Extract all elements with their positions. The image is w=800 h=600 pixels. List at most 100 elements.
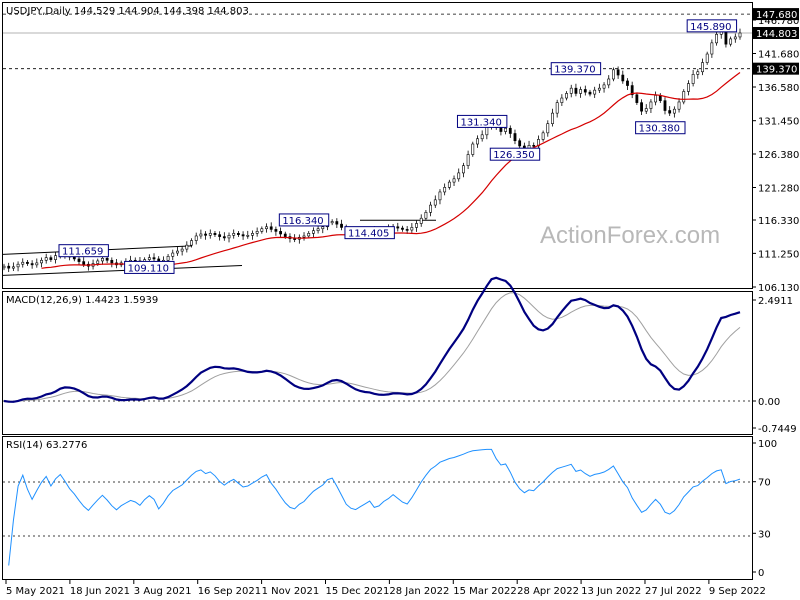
time-tick-label: 9 Sep 2022 xyxy=(709,586,766,597)
candle-body xyxy=(452,178,456,183)
candle-body xyxy=(330,221,334,224)
annotation-label: 145.890 xyxy=(690,22,731,33)
candle-body xyxy=(44,257,48,261)
annotation-box xyxy=(278,213,330,227)
candle-body xyxy=(410,227,414,231)
candle-body xyxy=(307,233,311,237)
candle-body xyxy=(532,145,536,147)
horizontal-levels xyxy=(3,13,752,70)
price-tick-label: 146.780 xyxy=(758,16,799,27)
candle-body xyxy=(274,229,278,232)
candle-body xyxy=(35,262,39,266)
candle-body xyxy=(190,240,193,246)
price-tag-label: 147.680 xyxy=(756,10,797,21)
candle-body xyxy=(658,95,662,101)
candle-body xyxy=(518,140,522,147)
candle-body xyxy=(405,229,409,231)
candle-body xyxy=(644,108,648,112)
candle-body xyxy=(701,62,704,73)
candle-body xyxy=(340,223,343,228)
price-tick-label: 116.330 xyxy=(758,216,799,227)
candle-body xyxy=(593,89,597,95)
candle-body xyxy=(419,217,423,224)
price-pane xyxy=(2,2,753,289)
candle-body xyxy=(101,257,104,262)
time-tick-label: 28 Apr 2022 xyxy=(517,586,579,597)
candle-body xyxy=(541,132,545,140)
time-tick-label: 13 Jun 2022 xyxy=(581,586,641,597)
candle-body xyxy=(30,263,34,266)
candle-body xyxy=(696,71,700,75)
price-tick-label: 126.380 xyxy=(758,150,799,161)
candle-body xyxy=(607,78,611,86)
candle-body xyxy=(11,266,15,269)
candle-body xyxy=(166,256,170,261)
candle-body xyxy=(316,228,320,232)
time-tick-label: 27 Jul 2022 xyxy=(645,586,702,597)
rsi-line xyxy=(8,448,741,566)
annotations: 111.659 109.110 116.340 114.405 131.340 126.3… xyxy=(58,19,738,274)
candle-body xyxy=(335,221,339,225)
candle-body xyxy=(668,110,672,114)
annotation-box xyxy=(550,62,602,76)
candle-body xyxy=(466,154,470,166)
candle-body xyxy=(222,236,226,239)
candle-body xyxy=(236,233,240,235)
candle-body xyxy=(312,230,315,234)
candle-body xyxy=(7,265,11,269)
annotation-box xyxy=(344,226,395,240)
time-tick-label: 28 Jan 2022 xyxy=(389,586,449,597)
rsi-tick-label: 100 xyxy=(758,439,777,450)
candle-body xyxy=(462,165,465,174)
candle-body xyxy=(49,257,53,260)
annotation-label: 126.350 xyxy=(493,150,534,161)
time-tick-label: 1 Nov 2021 xyxy=(262,586,320,597)
candle-body xyxy=(208,233,212,236)
candle-body xyxy=(293,238,297,240)
candle-body xyxy=(583,89,587,93)
rsi-axis: 100 70 30 0 xyxy=(752,439,777,579)
candle-body xyxy=(705,53,709,63)
candle-body xyxy=(715,34,718,44)
price-tick-label: 136.580 xyxy=(758,83,799,94)
candle-body xyxy=(551,112,554,124)
candle-body xyxy=(504,127,508,132)
candle-body xyxy=(471,143,475,155)
macd-header: MACD(12,26,9) 1.4423 1.5939 xyxy=(6,295,158,306)
macd-tick-label: -0.7449 xyxy=(758,424,797,435)
annotation-label: 111.659 xyxy=(62,247,103,258)
candle-body xyxy=(265,226,268,230)
candle-body xyxy=(672,108,676,114)
candle-body xyxy=(194,235,198,241)
candle-body xyxy=(180,248,184,252)
candle-body xyxy=(110,259,114,264)
candle-body xyxy=(396,226,400,229)
candle-body xyxy=(476,138,479,145)
rsi-pane xyxy=(2,436,753,580)
candle-body xyxy=(687,83,690,92)
price-tick-label: 131.450 xyxy=(758,117,799,128)
candle-body xyxy=(21,261,25,265)
watermark: ActionForex.com xyxy=(540,222,720,249)
candle-body xyxy=(232,233,236,236)
macd-axis: 2.4911 0.00 -0.7449 xyxy=(752,296,797,435)
annotation-label: 114.405 xyxy=(348,229,389,240)
candle-body xyxy=(218,234,222,237)
candle-body xyxy=(279,231,282,235)
price-tag-label: 144.803 xyxy=(756,29,797,40)
candle-body xyxy=(508,127,512,134)
candle-body xyxy=(555,102,559,114)
time-tick-label: 15 Dec 2021 xyxy=(325,586,389,597)
annotation-label: 116.340 xyxy=(282,216,323,227)
price-tag xyxy=(753,26,799,39)
annotation-box xyxy=(124,260,175,274)
candle-body xyxy=(677,101,681,110)
candle-body xyxy=(185,244,189,250)
candle-body xyxy=(77,258,81,262)
candle-body xyxy=(579,89,583,94)
candle-body xyxy=(513,133,517,142)
candle-body xyxy=(597,87,601,91)
candle-body xyxy=(227,235,231,239)
macd-pane xyxy=(2,291,753,435)
